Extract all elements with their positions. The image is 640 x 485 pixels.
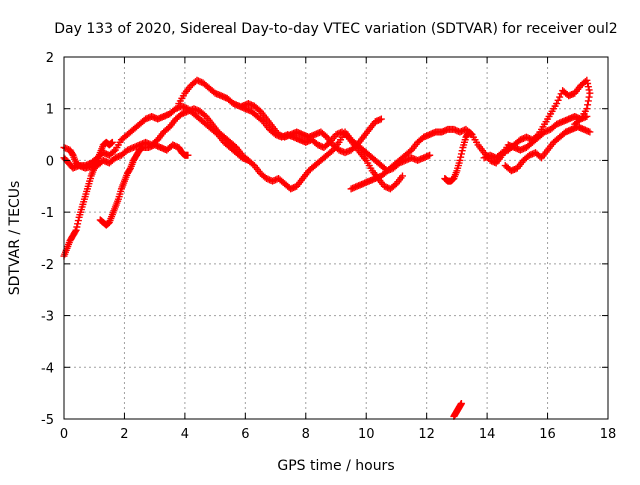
x-tick-label: 12 — [418, 427, 435, 442]
data-point — [586, 128, 594, 136]
data-point — [457, 150, 465, 158]
y-tick-label: -5 — [41, 413, 54, 428]
series-track-2 — [60, 102, 252, 172]
data-point — [71, 228, 79, 236]
x-tick-label: 10 — [358, 427, 375, 442]
y-tick-label: -2 — [41, 258, 54, 273]
data-point — [74, 217, 82, 225]
data-point — [68, 150, 76, 158]
data-point — [458, 147, 466, 155]
series-track-8 — [441, 128, 476, 185]
data-point — [553, 100, 561, 108]
plot-frame — [63, 56, 609, 420]
data-point — [584, 83, 592, 91]
y-tick-label: 0 — [46, 154, 54, 169]
y-tick-label: -4 — [41, 361, 54, 376]
y-axis-title: SDTVAR / TECUs — [7, 181, 23, 296]
series-track-11 — [501, 123, 594, 175]
chart-title: Day 133 of 2020, Sidereal Day-to-day VTE… — [54, 21, 617, 37]
x-tick-label: 16 — [539, 427, 556, 442]
data-point — [184, 151, 192, 159]
data-point — [556, 93, 564, 101]
data-point — [584, 80, 592, 88]
series-track-5 — [60, 138, 116, 260]
series-track-4 — [238, 100, 385, 157]
data-points — [60, 76, 594, 420]
data-point — [126, 165, 134, 173]
series-track-9 — [450, 399, 465, 420]
data-point — [584, 101, 592, 109]
y-axis-tick-labels: 2 1 0 -1 -2 -3 -4 -5 — [41, 51, 54, 428]
data-point — [554, 96, 562, 104]
series-track-6 — [96, 141, 192, 229]
axis-ticks — [63, 56, 609, 420]
x-tick-label: 14 — [479, 427, 496, 442]
data-point — [533, 132, 541, 140]
data-point — [457, 399, 465, 407]
y-tick-label: -3 — [41, 310, 54, 325]
data-point — [244, 156, 252, 164]
x-axis-title: GPS time / hours — [277, 458, 394, 474]
y-tick-label: 2 — [46, 51, 54, 66]
y-tick-label: -1 — [41, 206, 54, 221]
grid-lines — [64, 57, 608, 419]
data-point — [426, 151, 434, 159]
data-point — [108, 138, 116, 146]
x-tick-label: 2 — [120, 427, 128, 442]
x-axis-tick-labels: 0 2 4 6 8 10 12 14 16 18 — [60, 427, 616, 442]
data-point — [586, 89, 594, 97]
y-tick-label: 1 — [46, 103, 54, 118]
x-tick-label: 4 — [181, 427, 189, 442]
series-track-10 — [480, 76, 594, 162]
data-point — [73, 223, 81, 231]
data-point — [110, 147, 118, 155]
data-point — [583, 76, 591, 84]
x-tick-label: 6 — [241, 427, 249, 442]
data-point — [74, 220, 82, 228]
series-track-7 — [347, 112, 591, 193]
x-tick-label: 8 — [302, 427, 310, 442]
data-point — [377, 115, 385, 123]
x-tick-label: 18 — [600, 427, 617, 442]
data-point — [398, 172, 406, 180]
data-point — [585, 86, 593, 94]
data-point — [457, 153, 465, 161]
data-point — [584, 97, 592, 105]
data-point — [72, 226, 80, 234]
data-point — [585, 93, 593, 101]
data-point — [456, 156, 464, 164]
data-point — [468, 131, 476, 139]
x-tick-label: 0 — [60, 427, 68, 442]
